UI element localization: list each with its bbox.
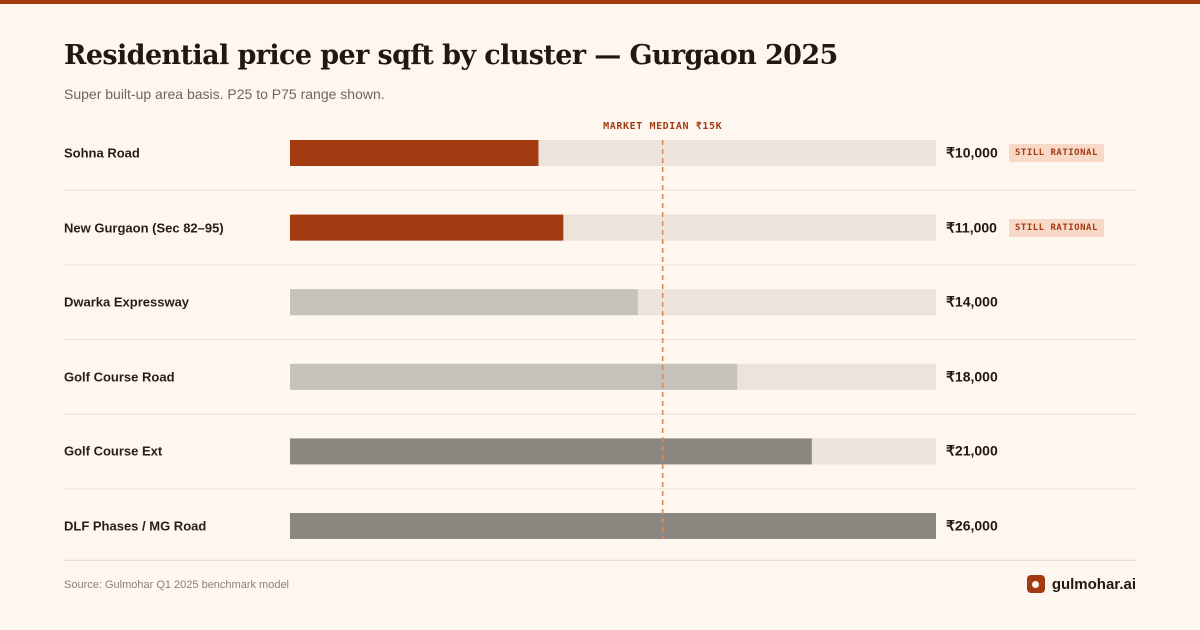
chart-subtitle: Super built-up area basis. P25 to P75 ra… — [64, 86, 385, 102]
category-label: DLF Phases / MG Road — [64, 518, 207, 534]
value-label: ₹21,000 — [946, 442, 998, 459]
category-label: Dwarka Expressway — [64, 294, 190, 310]
value-label: ₹10,000 — [946, 144, 998, 161]
chart-title: Residential price per sqft by cluster — … — [64, 40, 838, 71]
brand-name: gulmohar.ai — [1051, 575, 1136, 593]
bar — [290, 438, 812, 465]
bar — [290, 513, 936, 539]
value-label: ₹14,000 — [946, 293, 998, 310]
value-label: ₹26,000 — [946, 517, 998, 534]
bar — [290, 363, 738, 390]
bar — [290, 140, 539, 166]
median-label: MARKET MEDIAN ₹15K — [603, 121, 723, 132]
value-label: ₹11,000 — [946, 219, 997, 236]
source-note: Source: Gulmohar Q1 2025 benchmark model — [64, 579, 290, 591]
brand-logo-icon — [1026, 575, 1045, 593]
category-label: New Gurgaon (Sec 82–95) — [64, 220, 224, 236]
bar — [290, 214, 564, 241]
brand[interactable]: gulmohar.ai — [1026, 575, 1136, 593]
category-label: Sohna Road — [64, 145, 140, 161]
category-label: Golf Course Road — [64, 369, 175, 385]
value-label: ₹18,000 — [946, 368, 998, 385]
category-label: Golf Course Ext — [64, 443, 163, 459]
top-accent-rule — [0, 0, 1200, 4]
status-badge: STILL RATIONAL — [1009, 218, 1104, 237]
bar — [290, 289, 638, 316]
status-badge: STILL RATIONAL — [1009, 144, 1104, 162]
